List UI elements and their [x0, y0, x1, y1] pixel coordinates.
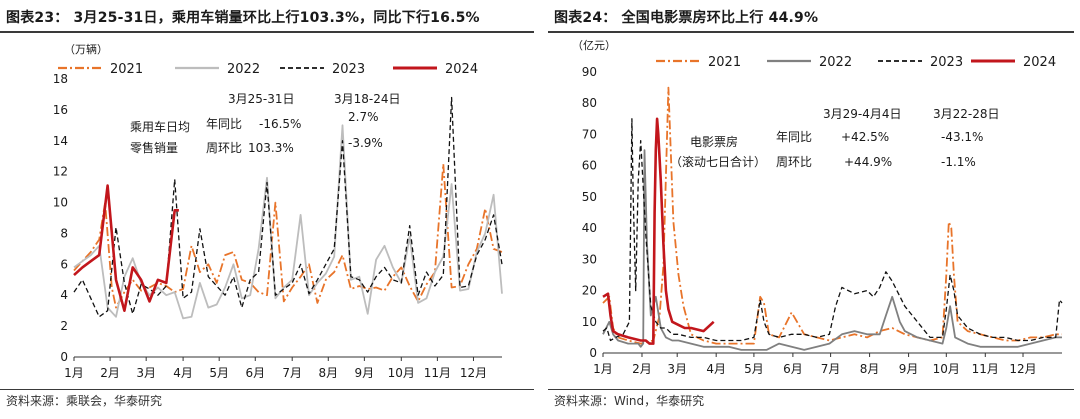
legend-label-2024: 2024: [1023, 55, 1056, 70]
annotation-yoy-label: 年同比: [206, 117, 242, 131]
y-tick-label: 2: [60, 319, 68, 333]
y-tick-label: 6: [60, 257, 68, 271]
x-tick-label: 4月: [173, 366, 193, 380]
annotation-yoy-current: -16.5%: [259, 117, 301, 131]
annotation-wow-previous: -3.9%: [348, 136, 383, 150]
chart-title: 图表24： 全国电影票房环比上行 44.9%: [554, 10, 819, 26]
annotation-period-current: 3月29-4月4日: [823, 107, 902, 121]
x-tick-label: 9月: [899, 362, 919, 376]
legend-label-2023: 2023: [332, 62, 365, 77]
y-tick-label: 60: [582, 159, 597, 173]
y-tick-label: 70: [582, 127, 597, 141]
box-office-chart: （亿元） 0 10 20 30 40 50 60 70 80 90 1月 2月 3月 4月 5月 6月 7月 8月 9…: [572, 39, 1063, 376]
series-line-2021: [73, 162, 503, 309]
x-tick-label: 11月: [972, 362, 999, 376]
x-tick-label: 11月: [424, 366, 451, 380]
annotation-wow-previous: -1.1%: [941, 155, 976, 169]
y-tick-label: 12: [53, 165, 68, 179]
annotation-period-current: 3月25-31日: [228, 92, 295, 106]
y-tick-label: 30: [582, 252, 597, 266]
x-tick-label: 6月: [245, 366, 265, 380]
annotation-period-previous: 3月18-24日: [334, 92, 401, 106]
legend-label-2024: 2024: [445, 62, 478, 77]
annotation-yoy-label: 年同比: [776, 130, 812, 144]
source-note: 资料来源：Wind，华泰研究: [554, 394, 705, 408]
y-tick-label: 4: [60, 288, 68, 302]
series-line-2023: [73, 96, 503, 318]
annotation-wow-label: 周环比: [776, 155, 812, 169]
x-tick-label: 4月: [706, 362, 726, 376]
title-divider: [0, 31, 534, 33]
x-tick-label: 6月: [783, 362, 803, 376]
x-tick-label: 12月: [460, 366, 487, 380]
chart-title: 图表23： 3月25-31日，乘用车销量环比上行103.3%，同比下行16.5%: [6, 10, 480, 26]
y-tick-label: 80: [582, 96, 597, 110]
x-tick-label: 1月: [593, 362, 613, 376]
annotation-row-label: 零售销量: [130, 140, 178, 155]
annotation-wow-current: +44.9%: [844, 155, 892, 169]
x-tick-label: 7月: [821, 362, 841, 376]
y-tick-label: 90: [582, 65, 597, 79]
chart-panel-passenger-car-sales: 图表23： 3月25-31日，乘用车销量环比上行103.3%，同比下行16.5%…: [0, 10, 534, 408]
series-line-2024: [73, 184, 179, 313]
annotation-row-label: 电影票房: [690, 134, 738, 149]
y-tick-label: 40: [582, 221, 597, 235]
series-line-2021: [602, 86, 1062, 345]
y-tick-label: 10: [582, 315, 597, 329]
annotation-wow-current: 103.3%: [248, 141, 294, 155]
legend-label-2022: 2022: [227, 62, 260, 77]
x-tick-label: 10月: [933, 362, 960, 376]
y-tick-label: 20: [582, 284, 597, 298]
source-note: 资料来源：乘联会，华泰研究: [6, 394, 163, 408]
legend-label-2021: 2021: [110, 62, 143, 77]
y-tick-label: 0: [589, 346, 597, 360]
annotation-yoy-current: +42.5%: [841, 130, 889, 144]
x-tick-label: 8月: [860, 362, 880, 376]
x-tick-label: 8月: [318, 366, 338, 380]
x-tick-label: 3月: [667, 362, 687, 376]
x-tick-label: 7月: [282, 366, 302, 380]
series-line-2022: [602, 149, 1062, 351]
y-tick-label: 10: [53, 196, 68, 210]
x-tick-label: 5月: [209, 366, 229, 380]
x-tick-label: 5月: [744, 362, 764, 376]
annotation-yoy-previous: 2.7%: [348, 110, 379, 124]
series-line-2023: [602, 118, 1063, 342]
y-tick-label: 14: [53, 134, 68, 148]
x-tick-label: 12月: [1009, 362, 1036, 376]
x-tick-label: 9月: [355, 366, 375, 380]
x-tick-label: 10月: [388, 366, 415, 380]
legend-label-2021: 2021: [708, 55, 741, 70]
car-sales-chart: （万辆） 0 2 4 6 8 10 12 14 16 18 1月 2月 3月 4月 5月 6月 7月 8月 9月 10月…: [53, 42, 503, 380]
legend-label-2023: 2023: [930, 55, 963, 70]
y-tick-label: 0: [60, 350, 68, 364]
x-tick-label: 1月: [64, 366, 84, 380]
annotation-wow-label: 周环比: [206, 141, 242, 155]
title-divider: [548, 31, 1074, 33]
annotation-yoy-previous: -43.1%: [941, 130, 983, 144]
annotation-row-label: （滚动七日合计）: [670, 154, 766, 169]
y-axis-unit-label: （万辆）: [64, 42, 108, 56]
y-tick-label: 18: [53, 72, 68, 86]
legend-label-2022: 2022: [819, 55, 852, 70]
chart-panel-box-office: 图表24： 全国电影票房环比上行 44.9% （亿元） 0 10 20 30 40 50 60…: [548, 0, 1080, 419]
series-line-2024: [602, 117, 715, 345]
footer-divider: [0, 389, 534, 390]
y-tick-label: 8: [60, 226, 68, 240]
y-tick-label: 50: [582, 190, 597, 204]
annotation-period-previous: 3月22-28日: [933, 107, 1000, 121]
x-tick-label: 2月: [100, 366, 120, 380]
x-tick-label: 2月: [632, 362, 652, 376]
y-tick-label: 16: [53, 103, 68, 117]
footer-divider: [548, 389, 1074, 390]
x-tick-label: 3月: [136, 366, 156, 380]
y-axis-unit-label: （亿元）: [572, 39, 616, 52]
annotation-row-label: 乘用车日均: [130, 119, 190, 134]
